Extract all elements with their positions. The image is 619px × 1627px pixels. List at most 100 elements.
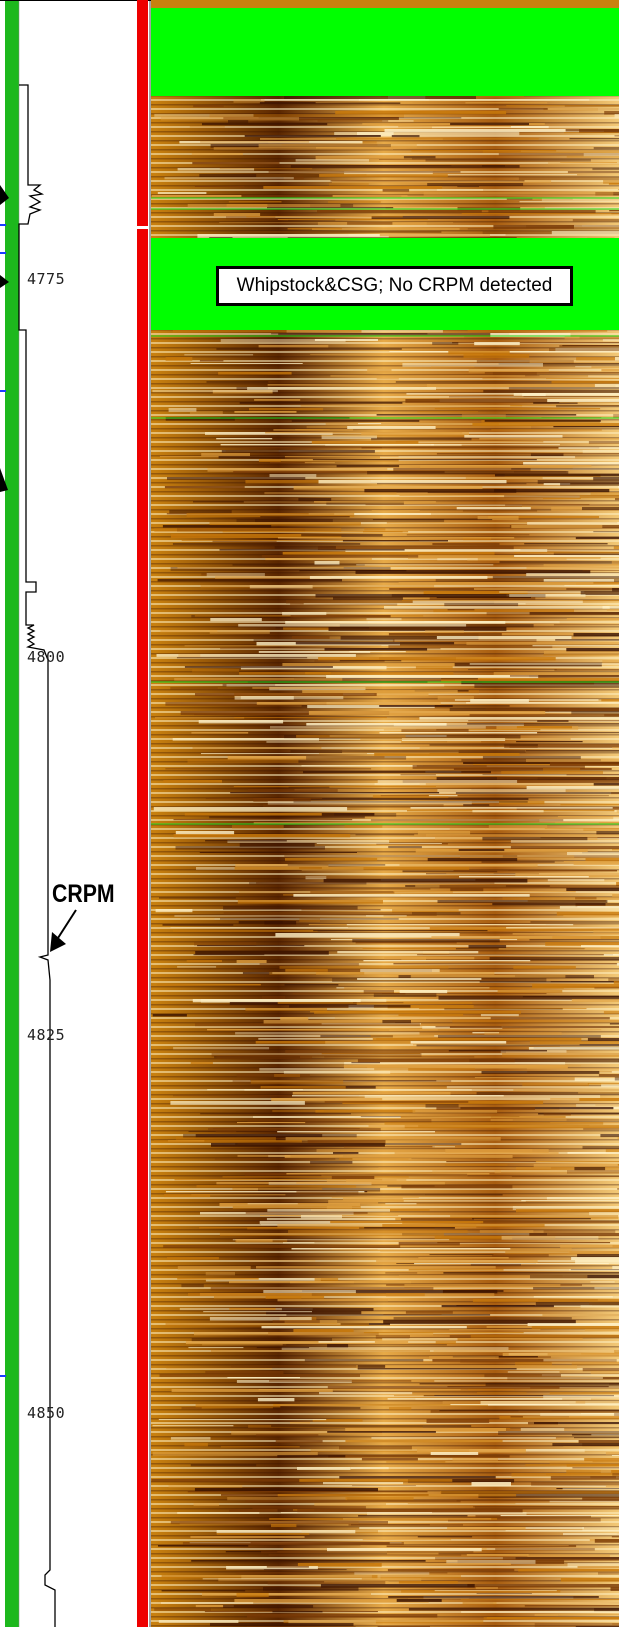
image-texture-band bbox=[346, 924, 574, 926]
image-texture-band bbox=[334, 132, 520, 136]
image-texture-band bbox=[296, 1182, 404, 1184]
image-texture-band bbox=[485, 1383, 619, 1387]
image-texture-band bbox=[426, 384, 616, 388]
image-texture-band bbox=[430, 1410, 619, 1413]
image-texture-band bbox=[453, 768, 612, 770]
image-texture-band bbox=[574, 1077, 619, 1081]
image-texture-band bbox=[436, 636, 572, 640]
image-texture-band bbox=[450, 1404, 570, 1406]
crpm-pointer-line bbox=[57, 909, 77, 939]
image-texture-band bbox=[611, 1536, 619, 1538]
image-texture-band bbox=[513, 1089, 619, 1091]
image-texture-band bbox=[221, 450, 375, 453]
image-texture-band bbox=[165, 357, 193, 361]
image-texture-band bbox=[466, 1554, 529, 1556]
image-texture-band bbox=[228, 120, 249, 123]
blue-tick bbox=[0, 390, 6, 392]
image-texture-band bbox=[598, 108, 619, 111]
image-texture-band bbox=[534, 933, 619, 935]
image-texture-band bbox=[449, 828, 619, 831]
image-texture-band bbox=[582, 1527, 619, 1531]
image-texture-band bbox=[357, 1368, 517, 1370]
image-texture-band bbox=[410, 807, 613, 809]
quality-gap bbox=[137, 226, 148, 229]
image-texture-band bbox=[386, 1293, 495, 1297]
image-texture-band bbox=[290, 165, 520, 168]
image-texture-band bbox=[263, 1290, 443, 1294]
image-texture-band bbox=[284, 1155, 513, 1159]
image-texture-band bbox=[236, 1239, 273, 1242]
image-texture-band bbox=[541, 1374, 619, 1377]
image-texture-band bbox=[426, 1419, 490, 1423]
image-texture-band bbox=[193, 105, 224, 108]
image-texture-band bbox=[614, 135, 619, 137]
image-texture-band bbox=[247, 387, 436, 390]
image-texture-band bbox=[419, 747, 491, 749]
image-texture-band bbox=[285, 858, 378, 861]
image-texture-band bbox=[218, 1578, 422, 1582]
image-texture-band bbox=[470, 1335, 619, 1338]
image-texture-band bbox=[170, 1437, 211, 1440]
image-texture-band bbox=[151, 195, 242, 197]
image-texture-band bbox=[334, 1017, 510, 1019]
image-texture-band bbox=[385, 1203, 417, 1205]
image-texture-band bbox=[417, 831, 471, 835]
image-texture-band bbox=[566, 774, 619, 776]
image-texture-band bbox=[314, 1278, 339, 1282]
image-texture-band bbox=[157, 579, 342, 582]
image-texture-band bbox=[337, 951, 479, 954]
image-texture-band bbox=[490, 333, 571, 337]
image-texture-band bbox=[569, 138, 619, 140]
image-texture-band bbox=[432, 1170, 501, 1173]
image-texture-band bbox=[581, 945, 619, 948]
image-texture-band bbox=[301, 765, 424, 767]
image-texture-band bbox=[431, 366, 475, 368]
image-texture-band bbox=[511, 468, 619, 470]
image-texture-band bbox=[469, 1449, 585, 1453]
image-texture-band bbox=[433, 1350, 616, 1353]
image-texture-band bbox=[532, 984, 619, 988]
image-texture-band bbox=[531, 1482, 619, 1486]
image-texture-band bbox=[430, 1452, 479, 1455]
image-texture-band bbox=[605, 903, 619, 907]
image-texture-band bbox=[257, 1398, 295, 1402]
image-texture-band bbox=[527, 1554, 610, 1558]
image-texture-band bbox=[164, 486, 245, 489]
image-texture-band bbox=[177, 1278, 259, 1280]
image-texture-band bbox=[563, 915, 619, 918]
zone-annotation-box: Whipstock&CSG; No CRPM detected bbox=[216, 266, 573, 306]
image-texture-band bbox=[210, 1287, 434, 1291]
image-texture-band bbox=[477, 1392, 527, 1394]
image-texture-band bbox=[358, 99, 590, 101]
image-texture-band bbox=[249, 1260, 316, 1262]
image-texture-band bbox=[512, 1206, 619, 1210]
image-texture-band bbox=[258, 459, 281, 462]
image-texture-band bbox=[382, 1338, 458, 1341]
no-data-zone bbox=[151, 8, 619, 96]
image-texture-band bbox=[325, 423, 499, 426]
image-texture-band bbox=[249, 585, 313, 589]
image-texture-band bbox=[482, 756, 581, 760]
image-texture-band bbox=[493, 225, 574, 229]
image-texture-band bbox=[232, 1188, 323, 1190]
image-texture-band bbox=[435, 1026, 502, 1028]
image-texture-band bbox=[191, 1338, 332, 1342]
image-texture-band bbox=[223, 1605, 314, 1608]
image-texture-band bbox=[207, 468, 388, 472]
image-track bbox=[151, 0, 619, 1627]
image-texture-band bbox=[327, 1344, 349, 1348]
image-texture-band bbox=[467, 330, 608, 332]
image-texture-band bbox=[331, 1176, 375, 1180]
image-texture-band bbox=[463, 354, 530, 358]
image-texture-band bbox=[399, 495, 619, 496]
image-texture-band bbox=[314, 1011, 521, 1014]
image-texture-band bbox=[287, 228, 342, 230]
image-texture-band bbox=[444, 603, 519, 607]
image-texture-band bbox=[293, 486, 483, 490]
image-texture-band bbox=[431, 444, 560, 446]
image-texture-band bbox=[543, 1395, 619, 1399]
image-texture-band bbox=[256, 1266, 496, 1269]
image-texture-band bbox=[355, 1290, 498, 1294]
image-texture-band bbox=[488, 516, 599, 519]
image-texture-band bbox=[211, 1053, 422, 1057]
